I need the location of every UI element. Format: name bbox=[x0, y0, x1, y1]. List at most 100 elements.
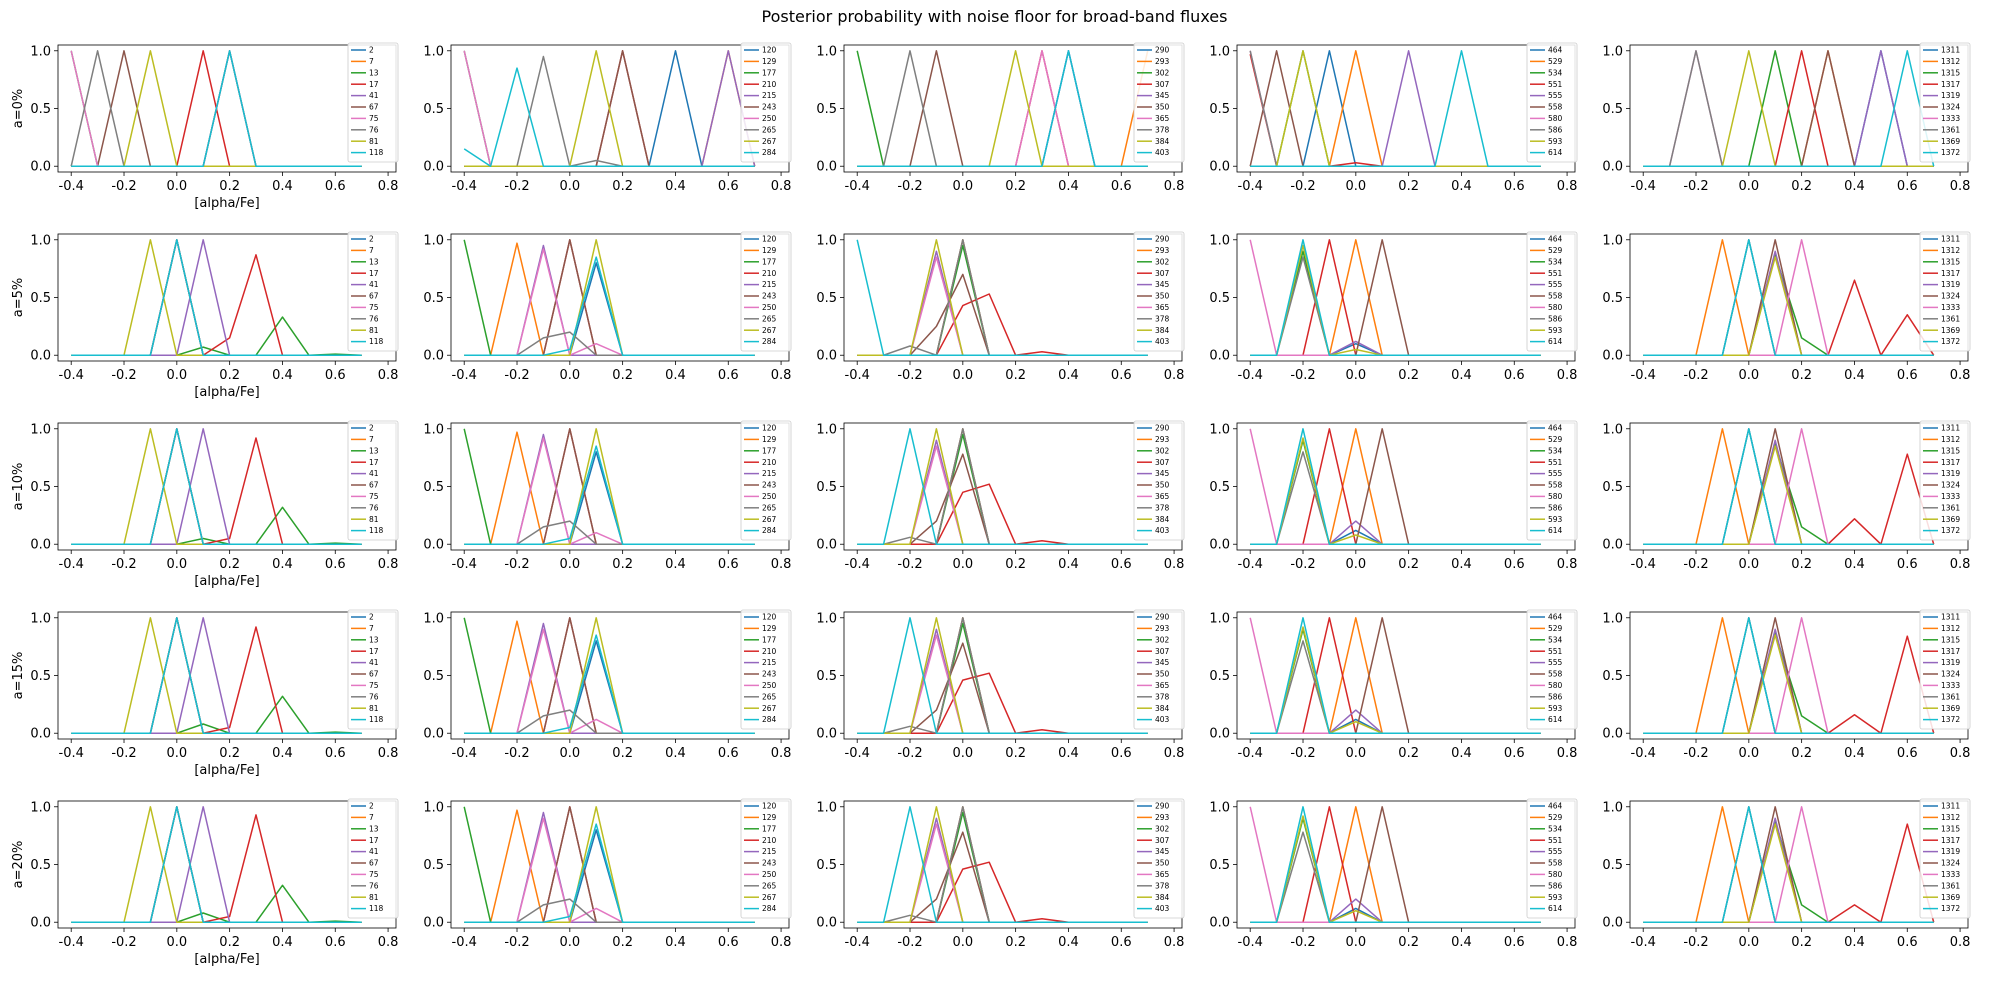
series-line bbox=[71, 428, 362, 545]
x-tick-label: 0.0 bbox=[1738, 179, 1759, 194]
y-tick-label: 1.0 bbox=[816, 44, 837, 59]
legend-label: 307 bbox=[1155, 647, 1170, 656]
legend-label: 250 bbox=[762, 681, 777, 690]
series-line bbox=[1250, 239, 1541, 356]
y-tick-label: 1.0 bbox=[816, 422, 837, 437]
x-tick-label: 0.4 bbox=[1451, 179, 1472, 194]
y-tick-label: 0.5 bbox=[1209, 858, 1230, 873]
legend-label: 555 bbox=[1548, 469, 1563, 478]
x-tick-label: 0.8 bbox=[378, 368, 399, 383]
x-tick-label: -0.4 bbox=[845, 746, 870, 761]
x-tick-label: 0.4 bbox=[272, 935, 293, 950]
series-line bbox=[1643, 239, 1934, 356]
legend-label: 365 bbox=[1155, 681, 1170, 690]
series-line bbox=[71, 695, 362, 734]
legend-label: 41 bbox=[369, 847, 379, 856]
y-tick-label: 0.0 bbox=[30, 538, 51, 553]
legend-label: 378 bbox=[1155, 314, 1170, 323]
x-tick-label: 0.8 bbox=[1557, 368, 1578, 383]
x-tick-label: 0.4 bbox=[665, 935, 686, 950]
x-tick-label: 0.0 bbox=[1738, 935, 1759, 950]
y-tick-label: 0.5 bbox=[1602, 291, 1623, 306]
axes-frame bbox=[843, 233, 1183, 362]
series-line bbox=[857, 617, 1148, 734]
legend-label: 1333 bbox=[1941, 303, 1960, 312]
legend-label: 378 bbox=[1155, 125, 1170, 134]
legend: 290 293 302 307 345 350 365 378 384 403 bbox=[1133, 42, 1185, 163]
y-tick-label: 0.0 bbox=[1209, 538, 1230, 553]
legend-label: 1372 bbox=[1941, 715, 1960, 724]
legend-label: 350 bbox=[1155, 103, 1170, 112]
y-tick-label: 0.0 bbox=[1602, 727, 1623, 742]
legend-label: 215 bbox=[762, 469, 777, 478]
legend-label: 534 bbox=[1548, 257, 1563, 266]
legend-label: 265 bbox=[762, 314, 777, 323]
legend-label: 614 bbox=[1548, 526, 1563, 535]
y-tick-label: 0.5 bbox=[30, 858, 51, 873]
x-tick-label: 0.2 bbox=[1791, 179, 1812, 194]
legend-label: 41 bbox=[369, 280, 379, 289]
x-tick-label: 0.6 bbox=[718, 368, 739, 383]
series-line bbox=[1250, 250, 1541, 356]
y-tick-label: 1.0 bbox=[816, 611, 837, 626]
x-tick-label: 0.4 bbox=[1844, 557, 1865, 572]
x-tick-label: 0.4 bbox=[1451, 368, 1472, 383]
x-tick-label: -0.2 bbox=[1683, 179, 1708, 194]
legend-label: 614 bbox=[1548, 904, 1563, 913]
y-tick-label: 0.5 bbox=[1602, 480, 1623, 495]
x-tick-label: 0.0 bbox=[952, 746, 973, 761]
series-line bbox=[1643, 50, 1934, 167]
legend-label: 1369 bbox=[1941, 515, 1960, 524]
legend-label: 215 bbox=[762, 91, 777, 100]
series-line bbox=[1643, 628, 1934, 734]
legend-label: 243 bbox=[762, 670, 777, 679]
x-tick-label: 0.8 bbox=[378, 935, 399, 950]
series-line bbox=[857, 628, 1148, 734]
x-tick-label: 0.2 bbox=[1791, 935, 1812, 950]
legend-label: 120 bbox=[762, 46, 777, 55]
y-tick-label: 1.0 bbox=[1209, 800, 1230, 815]
series-line bbox=[857, 273, 1148, 356]
series-line bbox=[857, 806, 1148, 923]
series-line bbox=[1643, 634, 1934, 734]
x-tick-label: 0.4 bbox=[1058, 557, 1079, 572]
legend-label: 13 bbox=[369, 446, 379, 455]
legend-label: 243 bbox=[762, 481, 777, 490]
x-tick-label: -0.4 bbox=[845, 368, 870, 383]
series-line bbox=[71, 617, 362, 734]
x-tick-label: -0.2 bbox=[1290, 935, 1315, 950]
legend-label: 129 bbox=[762, 624, 777, 633]
x-tick-label: 0.2 bbox=[1005, 179, 1026, 194]
x-tick-label: 0.0 bbox=[166, 179, 187, 194]
legend-label: 1333 bbox=[1941, 114, 1960, 123]
x-tick-label: -0.4 bbox=[1631, 179, 1656, 194]
subplot-r4-c2: -0.4 -0.2 0.0 0.2 0.4 0.6 0.8 0.0 0.5 1.0 120 129 17… bbox=[423, 609, 791, 761]
x-tick-label: 0.6 bbox=[1504, 746, 1525, 761]
y-tick-label: 0.0 bbox=[1209, 349, 1230, 364]
y-tick-label: 0.0 bbox=[423, 160, 444, 175]
legend-label: 580 bbox=[1548, 114, 1563, 123]
legend-label: 1372 bbox=[1941, 337, 1960, 346]
legend-label: 75 bbox=[369, 114, 379, 123]
x-tick-label: 0.8 bbox=[1557, 557, 1578, 572]
legend-label: 403 bbox=[1155, 715, 1170, 724]
y-tick-label: 1.0 bbox=[1602, 422, 1623, 437]
legend-label: 75 bbox=[369, 303, 379, 312]
legend-label: 1312 bbox=[1941, 813, 1960, 822]
y-tick-label: 0.5 bbox=[30, 102, 51, 117]
x-tick-label: 0.4 bbox=[1451, 557, 1472, 572]
x-tick-label: 0.6 bbox=[1897, 935, 1918, 950]
x-tick-label: 0.0 bbox=[559, 179, 580, 194]
legend: 290 293 302 307 345 350 365 378 384 403 bbox=[1133, 231, 1185, 352]
subplot-r2-c1: -0.4 -0.2 0.0 0.2 0.4 0.6 0.8 0.0 0.5 1.0 [alpha/F… bbox=[11, 231, 399, 400]
legend-label: 555 bbox=[1548, 280, 1563, 289]
series-line bbox=[857, 617, 1148, 734]
x-tick-label: 0.6 bbox=[718, 935, 739, 950]
subplot-r5-c4: -0.4 -0.2 0.0 0.2 0.4 0.6 0.8 0.0 0.5 1.0 464 529 53… bbox=[1209, 798, 1577, 950]
y-tick-label: 1.0 bbox=[1602, 800, 1623, 815]
legend: 1311 1312 1315 1317 1319 1324 1333 1361 1369 1372 bbox=[1919, 798, 1971, 919]
legend-label: 464 bbox=[1548, 424, 1563, 433]
x-tick-label: 0.2 bbox=[612, 368, 633, 383]
y-tick-label: 0.0 bbox=[423, 727, 444, 742]
legend-label: 76 bbox=[369, 503, 379, 512]
